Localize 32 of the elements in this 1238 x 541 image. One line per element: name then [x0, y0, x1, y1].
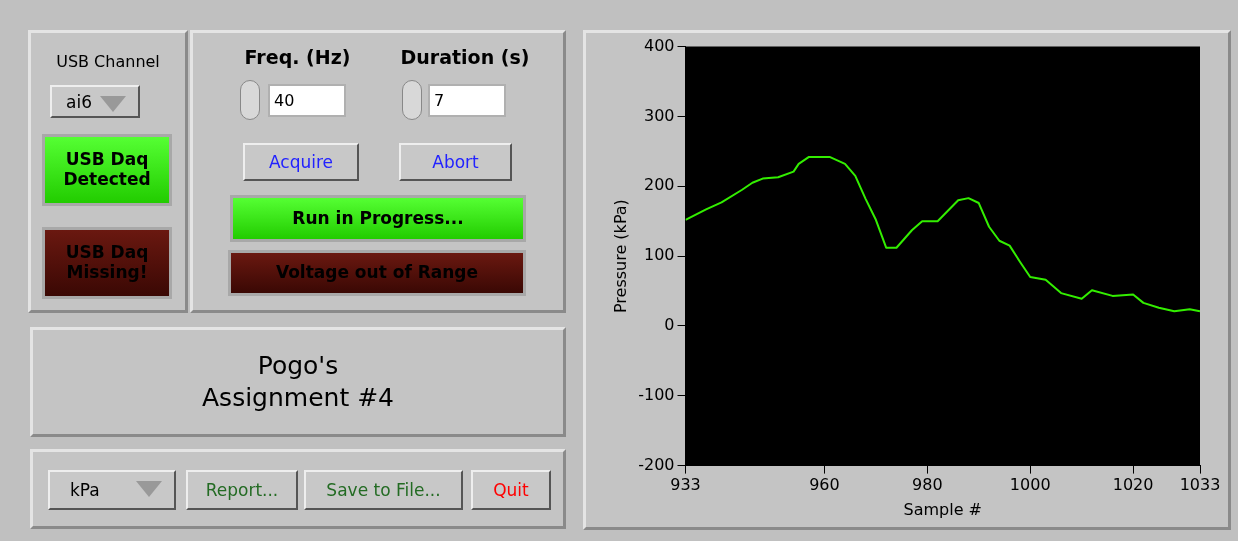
text: Voltage out of Range — [228, 250, 526, 296]
text: Abort — [399, 143, 512, 181]
x-tick-label: 933 — [670, 475, 701, 495]
x-tick-label: 1020 — [1112, 475, 1154, 495]
y-tick-label: 300 — [643, 105, 675, 125]
text: Report... — [186, 470, 298, 510]
text: Pogo's Assignment #4 — [201, 349, 395, 414]
text: 7 — [428, 84, 506, 117]
y-tick-label: 0 — [664, 315, 675, 335]
text: Acquire — [243, 143, 359, 181]
y-tick-label: 100 — [643, 245, 675, 265]
x-tick-label: 960 — [809, 475, 840, 495]
x-axis-title: Sample # — [903, 499, 982, 519]
text: Save to File... — [304, 470, 463, 510]
text: USB Daq Missing! — [42, 227, 172, 299]
text: Quit — [471, 470, 551, 510]
text: USB Daq Detected — [42, 134, 172, 206]
text: USB Channel — [55, 50, 161, 73]
text: 40 — [268, 84, 346, 117]
y-axis-title: Pressure (kPa) — [610, 199, 630, 314]
text: Duration (s) — [399, 45, 531, 70]
x-tick-label: 980 — [912, 475, 943, 495]
text: Run in Progress... — [230, 195, 526, 242]
text: ai6 — [50, 85, 140, 118]
x-tick-label: 1000 — [1009, 475, 1051, 495]
y-tick-label: 400 — [643, 35, 675, 55]
y-tick-label: -200 — [638, 454, 675, 474]
text: kPa — [48, 470, 176, 510]
y-tick-label: 200 — [643, 175, 675, 195]
text: Freq. (Hz) — [243, 45, 352, 70]
y-tick-label: -100 — [638, 384, 675, 404]
x-tick-label: 1033 — [1179, 475, 1221, 495]
